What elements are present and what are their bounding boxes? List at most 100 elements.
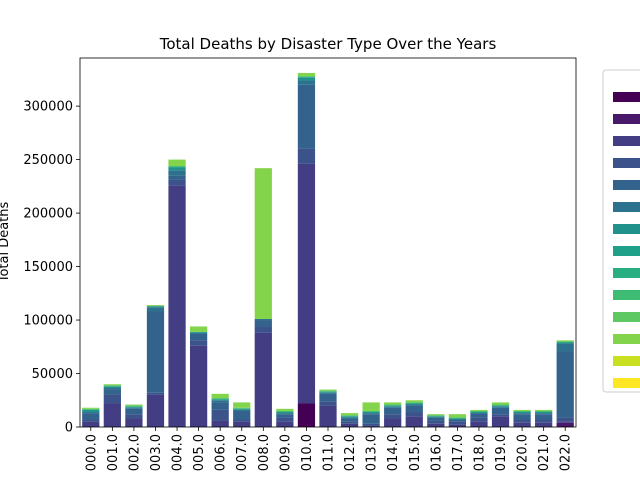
bar-segment bbox=[470, 410, 488, 413]
bar-segment bbox=[82, 408, 100, 410]
bars-group bbox=[82, 72, 574, 427]
bar-segment bbox=[254, 320, 272, 327]
bar-segment bbox=[535, 422, 553, 427]
bar-segment bbox=[340, 413, 359, 416]
bar-segment bbox=[491, 405, 510, 407]
bar-segment bbox=[405, 416, 423, 427]
bar-segment bbox=[340, 415, 359, 417]
bar-segment bbox=[556, 340, 574, 342]
bar-segment bbox=[82, 412, 100, 414]
legend-swatch bbox=[613, 136, 640, 146]
bar-segment bbox=[319, 390, 337, 392]
bar-segment bbox=[146, 392, 165, 395]
bar-segment bbox=[125, 404, 143, 406]
bar-segment bbox=[233, 410, 251, 420]
bar-segment bbox=[340, 423, 359, 427]
bar-segment bbox=[556, 342, 574, 344]
x-tick-label: 022.0 bbox=[559, 434, 574, 471]
bar-segment bbox=[168, 179, 186, 186]
bar-segment bbox=[276, 417, 294, 422]
bar-segment bbox=[362, 425, 380, 427]
bar-segment bbox=[491, 416, 510, 427]
bar-segment bbox=[319, 401, 337, 406]
bar-segment bbox=[82, 407, 100, 409]
y-tick-label: 100000 bbox=[23, 314, 73, 329]
bar-segment bbox=[384, 402, 402, 405]
bar-segment bbox=[276, 412, 294, 414]
bar-segment bbox=[362, 410, 380, 413]
bar-segment bbox=[513, 413, 531, 415]
bar-segment bbox=[211, 400, 229, 403]
x-tick-label: 016.0 bbox=[429, 434, 444, 471]
x-tick-label: 012.0 bbox=[343, 434, 358, 471]
bar-segment bbox=[125, 414, 143, 419]
bar-segment bbox=[125, 407, 143, 409]
bar-segment bbox=[233, 408, 251, 410]
bar-segment bbox=[82, 409, 100, 413]
bar-segment bbox=[491, 414, 510, 417]
bar-segment bbox=[319, 392, 337, 394]
bar-segment bbox=[276, 421, 294, 427]
bar-segment bbox=[340, 417, 359, 419]
bar-segment bbox=[233, 402, 251, 408]
bar-segment bbox=[211, 398, 229, 400]
bar-segment bbox=[340, 421, 359, 424]
bar-segment bbox=[405, 402, 423, 404]
bar-segment bbox=[103, 389, 121, 395]
bar-segment bbox=[103, 387, 121, 390]
chart-title: Total Deaths by Disaster Type Over the Y… bbox=[159, 35, 497, 53]
bar-segment bbox=[146, 306, 165, 308]
bar-segment bbox=[297, 163, 316, 404]
legend bbox=[602, 69, 640, 393]
bar-segment bbox=[535, 419, 553, 423]
bar-segment bbox=[233, 419, 251, 422]
bar-segment bbox=[405, 405, 423, 413]
bar-segment bbox=[211, 402, 229, 410]
bar-segment bbox=[211, 399, 229, 401]
bar-segment bbox=[384, 406, 402, 408]
bar-segment bbox=[189, 326, 208, 332]
bar-segment bbox=[470, 412, 488, 414]
bar-segment bbox=[319, 389, 337, 391]
bar-segment bbox=[470, 409, 488, 411]
bar-segment bbox=[297, 84, 316, 149]
bar-segment bbox=[448, 424, 467, 427]
bar-segment bbox=[297, 80, 316, 85]
x-tick-label: 011.0 bbox=[322, 434, 337, 471]
legend-swatch bbox=[613, 290, 640, 300]
bar-segment bbox=[254, 168, 272, 319]
y-axis-label: Total Deaths bbox=[0, 201, 12, 283]
bar-segment bbox=[168, 159, 186, 167]
x-tick-label: 001.0 bbox=[106, 434, 121, 471]
bar-segment bbox=[254, 318, 272, 321]
bar-segment bbox=[535, 414, 553, 420]
bar-segment bbox=[535, 412, 553, 414]
bar-segment bbox=[405, 400, 423, 403]
bar-segment bbox=[103, 384, 121, 386]
bar-segment bbox=[362, 412, 380, 414]
bar-segment bbox=[297, 148, 316, 164]
legend-swatch bbox=[613, 158, 640, 168]
x-tick-label: 009.0 bbox=[278, 434, 293, 471]
bar-segment bbox=[211, 420, 229, 427]
legend-swatch bbox=[613, 356, 640, 366]
x-tick-label: 021.0 bbox=[537, 434, 552, 471]
bar-segment bbox=[211, 409, 229, 421]
bar-segment bbox=[405, 404, 423, 406]
bar-segment bbox=[491, 402, 510, 405]
bar-segment bbox=[82, 413, 100, 420]
bar-segment bbox=[233, 407, 251, 409]
bar-segment bbox=[470, 413, 488, 418]
x-tick-label: 018.0 bbox=[472, 434, 487, 471]
bar-segment bbox=[384, 404, 402, 406]
y-tick-label: 250000 bbox=[23, 153, 73, 168]
bar-segment bbox=[189, 333, 208, 341]
legend-swatch bbox=[613, 114, 640, 124]
legend-swatch bbox=[613, 268, 640, 278]
x-tick-label: 003.0 bbox=[149, 434, 164, 471]
x-tick-label: 007.0 bbox=[235, 434, 250, 471]
bar-segment bbox=[168, 167, 186, 171]
bar-segment bbox=[276, 410, 294, 413]
bar-segment bbox=[254, 332, 272, 427]
